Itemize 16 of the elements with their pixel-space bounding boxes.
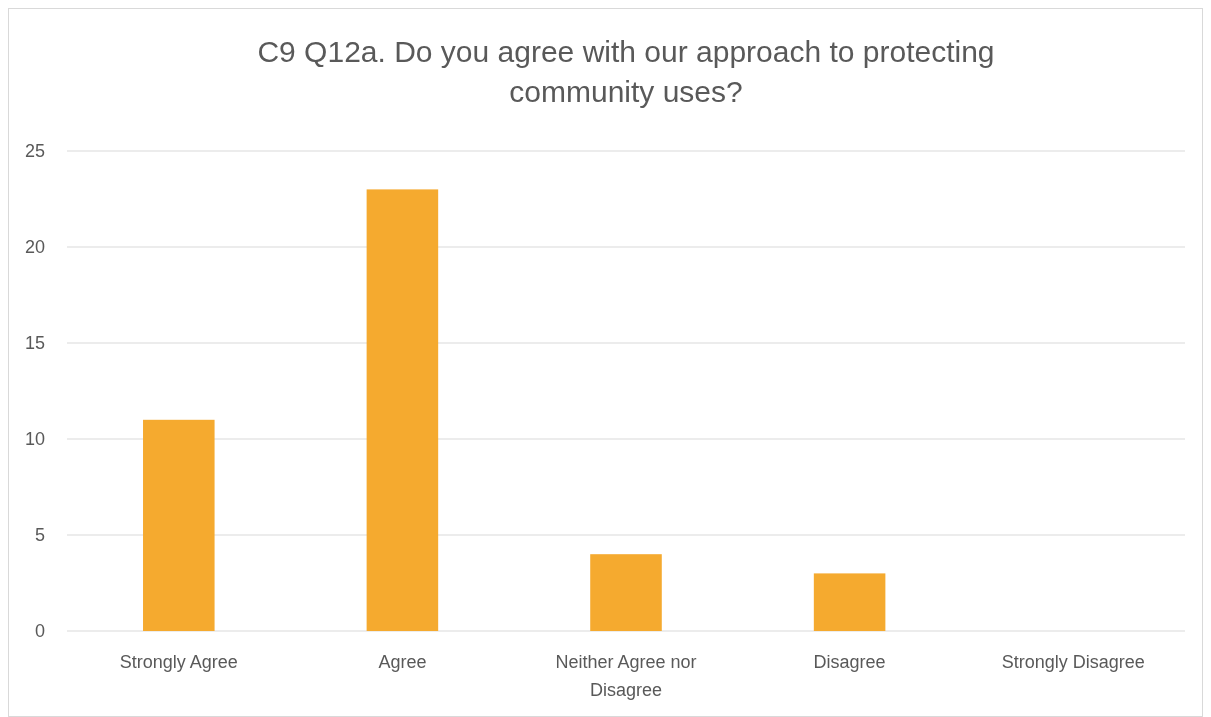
y-tick-label: 25 [24, 141, 45, 162]
x-tick-label: Strongly Agree [119, 652, 238, 672]
chart-title: C9 Q12a. Do you agree with our approach to protecting community uses? [257, 35, 995, 108]
bar [143, 419, 215, 631]
x-tick-label: Neither Agree nor Disagree [555, 652, 697, 700]
bar [813, 573, 886, 631]
y-tick-label: 5 [34, 525, 45, 546]
x-tick-label: Agree [378, 652, 427, 672]
y-tick-label: 0 [34, 621, 45, 642]
bar [590, 554, 662, 631]
bar [366, 189, 439, 631]
y-tick-label: 20 [24, 237, 45, 258]
y-tick-label: 10 [24, 429, 45, 450]
x-tick-label: Strongly Disagree [1001, 652, 1145, 672]
x-tick-label: Disagree [813, 652, 886, 672]
y-tick-label: 15 [24, 333, 45, 354]
